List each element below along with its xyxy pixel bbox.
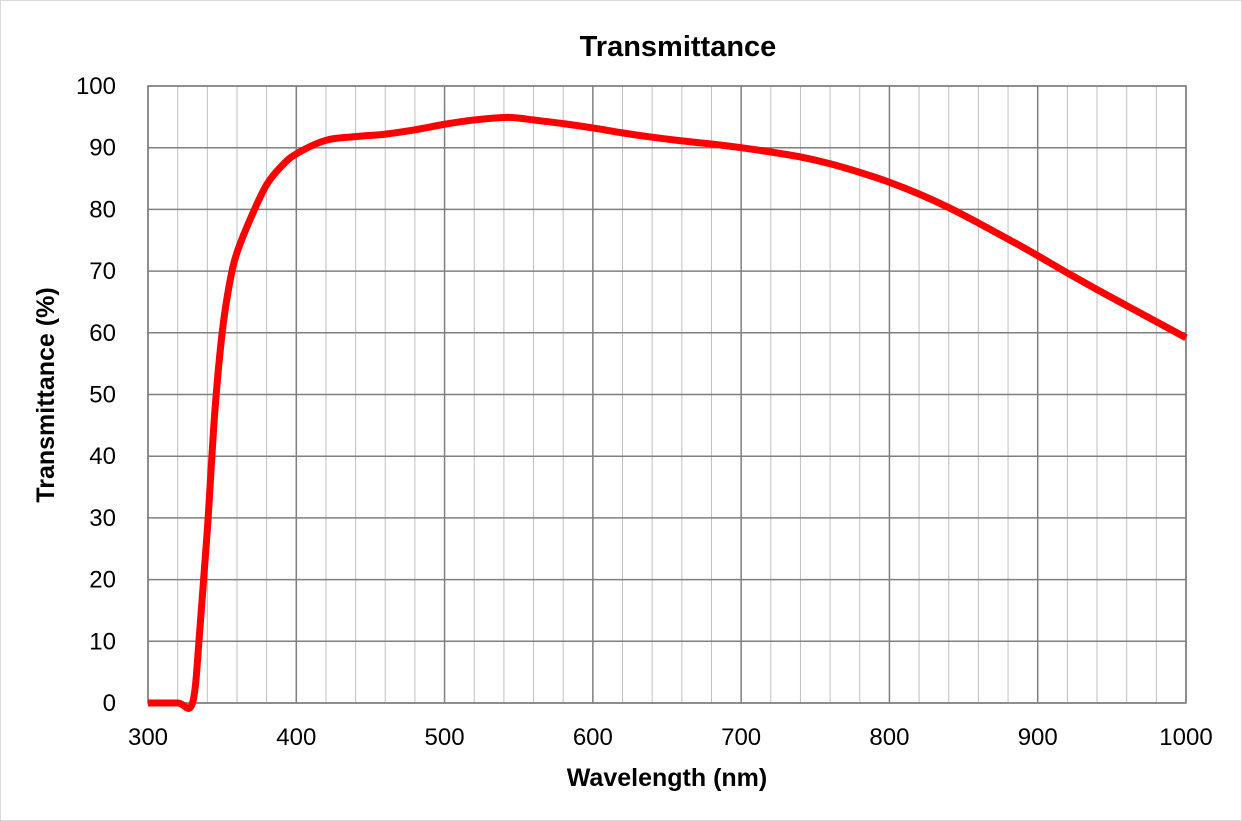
chart-title: Transmittance [580,31,777,63]
y-tick-label: 80 [89,196,116,223]
y-tick-label: 0 [103,690,116,717]
x-tick-label: 500 [425,724,465,751]
x-tick-label: 700 [721,724,761,751]
y-tick-label: 70 [89,258,116,285]
y-tick-label: 90 [89,135,116,162]
x-tick-label: 1000 [1159,724,1212,751]
y-tick-label: 100 [76,73,116,100]
grid [147,85,1187,704]
y-tick-label: 40 [89,443,116,470]
y-tick-label: 50 [89,382,116,409]
y-tick-label: 60 [89,320,116,347]
y-tick-label: 10 [89,628,116,655]
x-tick-label: 800 [869,724,909,751]
y-tick-label: 20 [89,567,116,594]
transmittance-curve [148,113,1188,712]
x-tick-labels: 300 400 500 600 700 800 900 1000 [128,724,1213,751]
plot-border [147,85,1187,704]
x-axis-label: Wavelength (nm) [567,764,767,792]
series-layer [148,113,1188,712]
x-tick-label: 400 [276,724,316,751]
y-tick-label: 30 [89,505,116,532]
y-axis-label: Transmittance (%) [32,287,60,502]
x-tick-label: 600 [573,724,613,751]
x-tick-label: 900 [1018,724,1058,751]
x-tick-label: 300 [128,724,168,751]
y-tick-labels: 0 10 20 30 40 50 60 70 80 90 100 [76,73,116,717]
